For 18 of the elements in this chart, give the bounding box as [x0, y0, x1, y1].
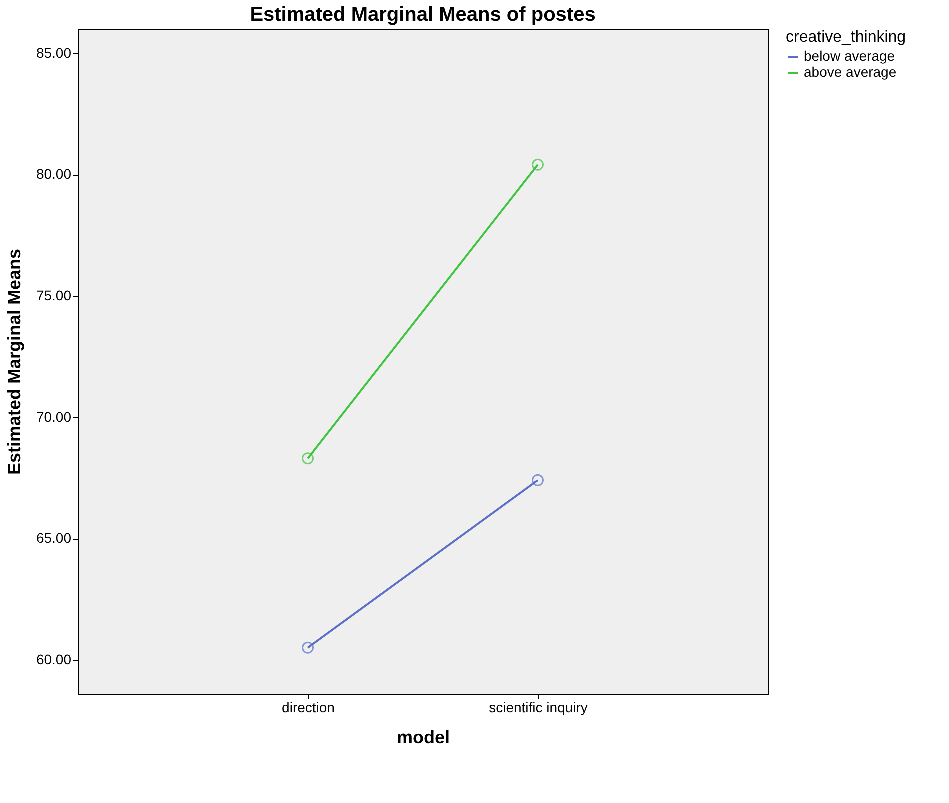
chart-title: Estimated Marginal Means of postes — [250, 4, 596, 26]
point — [302, 452, 314, 465]
y-tick-label: 70.00 — [36, 408, 72, 425]
y-tick-label: 85.00 — [36, 44, 72, 61]
point — [532, 474, 544, 486]
legend-label: above average — [804, 64, 897, 80]
legend-label: below average — [804, 48, 896, 64]
y-tick-label: 75.00 — [36, 287, 72, 304]
x-tick-label: scientific inquiry — [489, 700, 588, 716]
x-tick-label: direction — [282, 700, 335, 716]
y-tick-label: 60.00 — [36, 652, 72, 668]
y-tick-label: 80.00 — [36, 166, 72, 182]
x-axis-title: model — [396, 728, 450, 748]
point — [302, 642, 314, 654]
y-axis-title: Estimated Marginal Means — [4, 248, 24, 476]
y-tick-label: 65.00 — [36, 530, 72, 546]
legend-title: creative_thinking — [786, 29, 906, 46]
point — [532, 158, 544, 171]
